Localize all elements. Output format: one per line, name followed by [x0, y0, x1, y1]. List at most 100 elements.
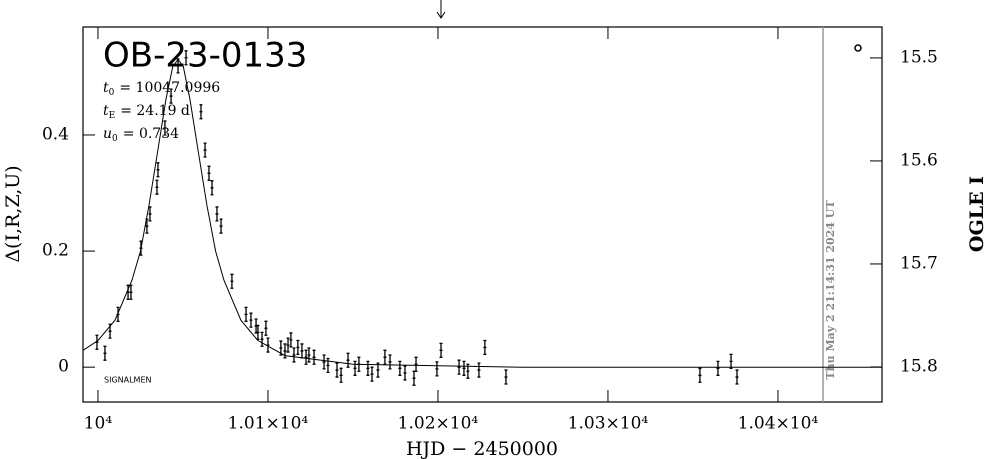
data-point: [304, 349, 308, 365]
data-point: [403, 365, 407, 381]
data-point: [312, 349, 316, 365]
x-tick-label: 1.01×10⁴: [228, 414, 309, 434]
y-tick-label: 0.2: [42, 241, 69, 261]
data-point: [139, 240, 143, 256]
y2-axis-label: OGLE I: [966, 176, 986, 252]
data-point: [504, 369, 508, 385]
data-point: [203, 142, 207, 158]
data-point: [264, 320, 268, 336]
data-point: [244, 306, 248, 322]
plot-frame: [82, 26, 883, 403]
data-point: [163, 120, 167, 136]
data-point: [412, 370, 416, 386]
data-point: [296, 339, 300, 356]
data-point: [176, 58, 180, 74]
data-point: [729, 353, 733, 369]
data-point: [219, 218, 223, 234]
data-point: [286, 337, 290, 353]
data-point: [388, 354, 392, 370]
data-point: [148, 206, 152, 222]
data-point: [346, 352, 350, 368]
data-point: [103, 345, 107, 361]
data-point: [366, 360, 370, 376]
data-point: [477, 362, 481, 378]
x-tick-label: 1.02×10⁴: [398, 414, 479, 434]
data-point: [116, 306, 120, 322]
data-point: [339, 367, 343, 383]
param-value: = 10047.0996: [119, 80, 220, 96]
y2-tick-label: 15.7: [900, 253, 938, 273]
param-symbol: t: [103, 80, 109, 96]
data-point: [466, 363, 470, 379]
now-label: Thu May 2 21:14:31 2024 UT: [824, 200, 837, 380]
model-curve: [82, 58, 882, 368]
y2-tick-label: 15.5: [900, 47, 938, 67]
data-point: [256, 324, 260, 340]
data-point: [439, 342, 443, 358]
y-tick-label: 0.4: [42, 124, 69, 144]
x-tick-label: 1.04×10⁴: [738, 414, 819, 434]
data-point: [698, 367, 702, 383]
param-text: tE = 24.19 d: [103, 103, 190, 121]
param-text: t0 = 10047.0996: [103, 80, 220, 98]
data-point: [207, 165, 211, 181]
data-point: [169, 88, 173, 104]
data-point: [184, 50, 188, 66]
param-symbol: u: [103, 126, 112, 142]
data-point: [260, 331, 264, 347]
param-value: = 0.734: [123, 126, 179, 142]
data-point: [279, 340, 283, 356]
data-point: [215, 206, 219, 222]
data-point: [353, 360, 357, 376]
param-symbol: t: [103, 103, 109, 119]
data-point: [462, 360, 466, 376]
data-point: [292, 347, 296, 363]
param-text: u0 = 0.734: [103, 126, 179, 144]
data-point: [283, 343, 287, 359]
data-point: [335, 362, 339, 378]
x-tick-label: 1.03×10⁴: [568, 414, 649, 434]
data-point: [370, 366, 374, 382]
data-point: [155, 179, 159, 195]
x-tick-label: 10⁴: [84, 414, 113, 434]
data-point: [307, 347, 311, 363]
data-point: [414, 356, 418, 372]
y-tick-label: 0: [58, 357, 69, 377]
data-point: [735, 369, 739, 385]
data-point: [357, 356, 361, 372]
event-arrow: [436, 0, 446, 19]
param-sub: 0: [112, 134, 118, 144]
data-point: [129, 284, 133, 300]
data-point: [230, 273, 234, 289]
data-point: [383, 349, 387, 365]
data-point: [326, 357, 330, 374]
data-point: [95, 334, 99, 350]
chart-title: OB-23-0133: [103, 36, 307, 76]
marker-symbol: [854, 44, 862, 52]
param-sub: E: [109, 111, 116, 121]
data-point: [210, 180, 214, 196]
data-point: [126, 284, 130, 300]
data-point: [376, 362, 380, 378]
data-point: [457, 359, 461, 375]
y2-tick-label: 15.8: [900, 356, 938, 376]
param-sub: 0: [109, 88, 115, 98]
data-point: [266, 337, 270, 353]
data-point: [108, 323, 112, 339]
data-point: [254, 318, 258, 334]
data-point: [398, 360, 402, 376]
data-point: [199, 104, 203, 120]
data-point: [145, 218, 149, 234]
data-point: [435, 361, 439, 377]
param-value: = 24.19 d: [120, 103, 190, 119]
source-label: SIGNALMEN: [104, 376, 152, 385]
data-point: [716, 360, 720, 376]
data-point: [249, 312, 253, 328]
data-point: [289, 332, 293, 348]
data-point: [322, 354, 326, 370]
y2-tick-label: 15.6: [900, 150, 938, 170]
y-axis-label: Δ(I,R,Z,U): [2, 165, 24, 262]
data-point: [156, 162, 160, 178]
data-point: [300, 343, 304, 359]
